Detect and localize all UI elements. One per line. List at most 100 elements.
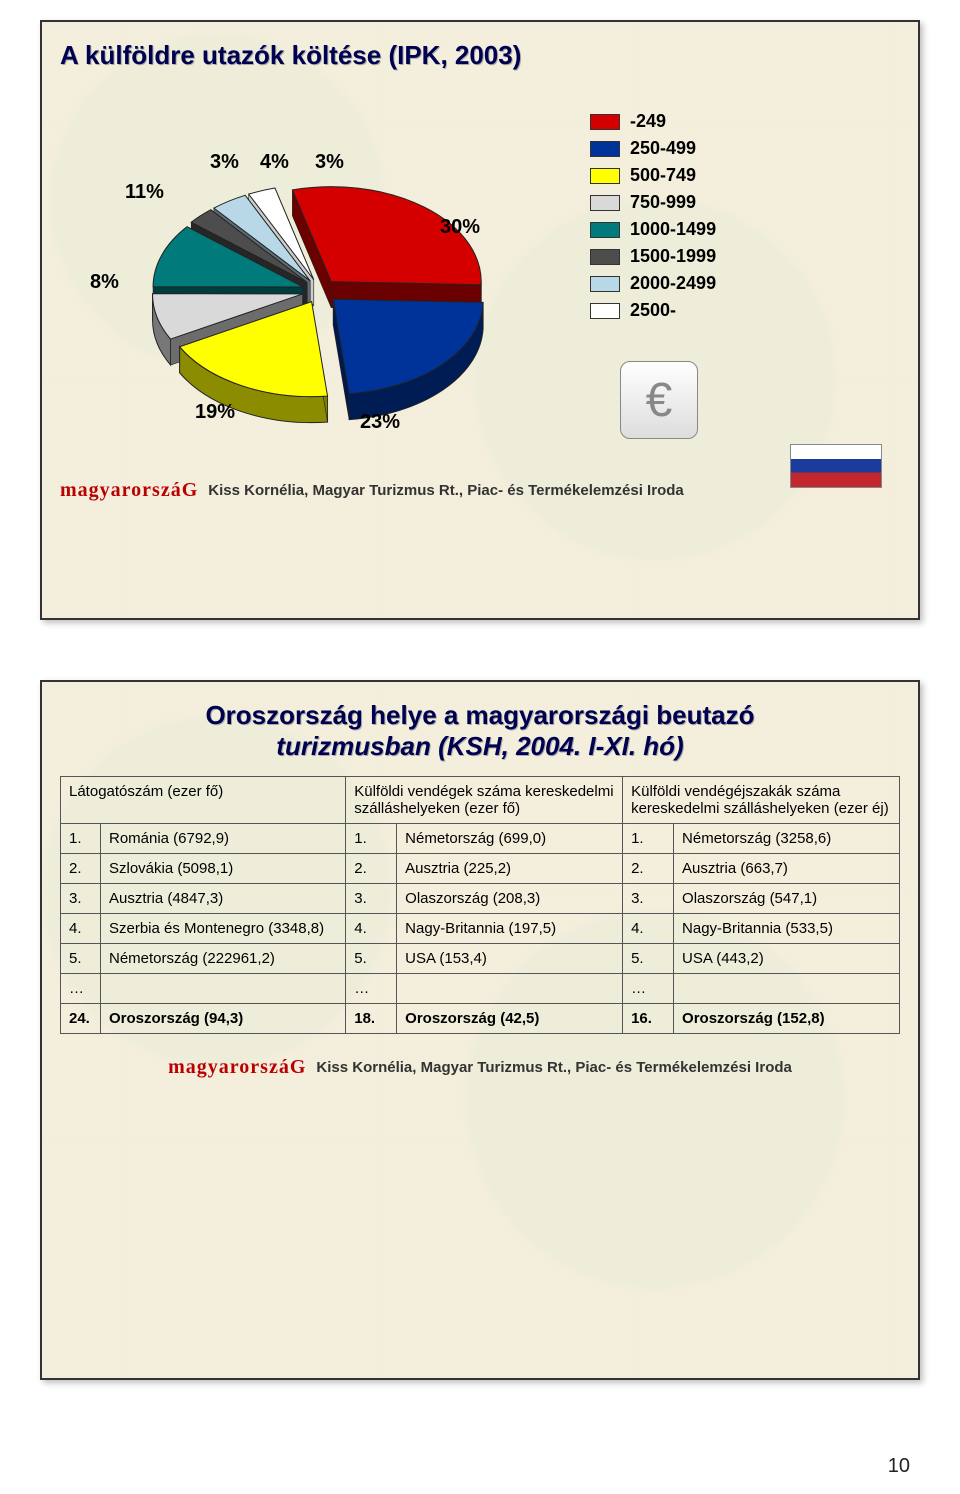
table-row: 2.Szlovákia (5098,1)2.Ausztria (225,2)2.… <box>61 854 900 884</box>
footer-text: Kiss Kornélia, Magyar Turizmus Rt., Piac… <box>208 482 683 499</box>
legend-label: 2500- <box>630 300 676 321</box>
value-cell: Ausztria (4847,3) <box>100 884 345 914</box>
pct-label: 30% <box>440 216 480 239</box>
logo-text: magyarorszáG <box>168 1056 306 1079</box>
value-cell: Szerbia és Montenegro (3348,8) <box>100 914 345 944</box>
rank-cell: 3. <box>623 884 674 914</box>
col-header-2: Külföldi vendégek száma kereskedelmi szá… <box>346 777 623 824</box>
value-cell: Olaszország (547,1) <box>674 884 900 914</box>
legend-label: 750-999 <box>630 192 696 213</box>
rank-cell: 2. <box>346 854 397 884</box>
rank-cell: 1. <box>61 824 101 854</box>
pct-label: 19% <box>195 401 235 424</box>
title-text: A külföldre utazók költése (IPK, 2003) <box>60 40 521 70</box>
value-cell: Ausztria (663,7) <box>674 854 900 884</box>
rank-cell: … <box>623 974 674 1004</box>
value-cell: USA (153,4) <box>397 944 623 974</box>
value-cell: Szlovákia (5098,1) <box>100 854 345 884</box>
legend-swatch <box>590 168 620 184</box>
legend-label: -249 <box>630 111 666 132</box>
rank-cell: 1. <box>623 824 674 854</box>
col-header-3: Külföldi vendégéjszakák száma kereskedel… <box>623 777 900 824</box>
rank-cell: 4. <box>61 914 101 944</box>
value-cell: Németország (699,0) <box>397 824 623 854</box>
value-cell <box>100 974 345 1004</box>
legend-item: 750-999 <box>590 192 750 213</box>
value-cell: Olaszország (208,3) <box>397 884 623 914</box>
table-row: ……… <box>61 974 900 1004</box>
rank-cell: … <box>61 974 101 1004</box>
value-cell: Nagy-Britannia (533,5) <box>674 914 900 944</box>
legend-item: 2500- <box>590 300 750 321</box>
value-cell: USA (443,2) <box>674 944 900 974</box>
rank-cell: 24. <box>61 1004 101 1034</box>
legend-swatch <box>590 222 620 238</box>
flag-icon <box>790 444 882 488</box>
legend-label: 250-499 <box>630 138 696 159</box>
logo-text: magyarorszáG <box>60 479 198 502</box>
slide-footer: magyarorszáG Kiss Kornélia, Magyar Turiz… <box>60 1048 900 1079</box>
legend-item: 1000-1499 <box>590 219 750 240</box>
legend-swatch <box>590 249 620 265</box>
slide2-title: Oroszország helye a magyarországi beutaz… <box>60 700 900 762</box>
rank-cell: 3. <box>61 884 101 914</box>
rank-cell: 4. <box>346 914 397 944</box>
legend-label: 1000-1499 <box>630 219 716 240</box>
legend-label: 500-749 <box>630 165 696 186</box>
legend-swatch <box>590 141 620 157</box>
title-line2: turizmusban (KSH, 2004. I-XI. hó) <box>60 731 900 762</box>
rank-cell: 5. <box>346 944 397 974</box>
value-cell: Oroszország (152,8) <box>674 1004 900 1034</box>
legend-swatch <box>590 114 620 130</box>
legend-column: -249 250-499 500-749 750-999 1000-1499 1500-1… <box>590 101 750 461</box>
rank-cell: 18. <box>346 1004 397 1034</box>
legend-item: 250-499 <box>590 138 750 159</box>
pie-column: 30%23%19%8%11%3%4%3% <box>90 101 550 461</box>
legend-swatch <box>590 276 620 292</box>
value-cell: Németország (222961,2) <box>100 944 345 974</box>
rank-cell: 2. <box>61 854 101 884</box>
legend-swatch <box>590 303 620 319</box>
pct-label: 3% <box>210 151 239 174</box>
rank-cell: 1. <box>346 824 397 854</box>
table-row: 24.Oroszország (94,3)18.Oroszország (42,… <box>61 1004 900 1034</box>
value-cell: Oroszország (94,3) <box>100 1004 345 1034</box>
legend-item: 2000-2499 <box>590 273 750 294</box>
slide-footer: magyarorszáG Kiss Kornélia, Magyar Turiz… <box>60 471 900 502</box>
pie-slice <box>333 299 483 393</box>
col-header-1: Látogatószám (ezer fő) <box>61 777 346 824</box>
rank-cell: 16. <box>623 1004 674 1034</box>
page-number: 10 <box>888 1455 910 1478</box>
legend-label: 1500-1999 <box>630 246 716 267</box>
rank-cell: 2. <box>623 854 674 884</box>
value-cell: Oroszország (42,5) <box>397 1004 623 1034</box>
value-cell: Románia (6792,9) <box>100 824 345 854</box>
table-row: 1.Románia (6792,9)1.Németország (699,0)1… <box>61 824 900 854</box>
value-cell: Németország (3258,6) <box>674 824 900 854</box>
legend-item: 500-749 <box>590 165 750 186</box>
pct-label: 11% <box>125 181 164 204</box>
legend-label: 2000-2499 <box>630 273 716 294</box>
pct-label: 3% <box>315 151 344 174</box>
slide-pie-chart: A külföldre utazók költése (IPK, 2003) 3… <box>40 20 920 620</box>
rank-cell: 5. <box>61 944 101 974</box>
slide-table: Oroszország helye a magyarországi beutaz… <box>40 680 920 1380</box>
table-row: 3.Ausztria (4847,3)3.Olaszország (208,3)… <box>61 884 900 914</box>
rank-cell: 3. <box>346 884 397 914</box>
table-row: 5.Németország (222961,2)5.USA (153,4)5.U… <box>61 944 900 974</box>
rank-cell: 5. <box>623 944 674 974</box>
chart-area: 30%23%19%8%11%3%4%3% -249250-499500-7497… <box>60 91 900 471</box>
legend-item: -249 <box>590 111 750 132</box>
value-cell: Nagy-Britannia (197,5) <box>397 914 623 944</box>
pct-label: 23% <box>360 411 400 434</box>
value-cell <box>674 974 900 1004</box>
slide1-title: A külföldre utazók költése (IPK, 2003) <box>60 40 900 71</box>
title-line1: Oroszország helye a magyarországi beutaz… <box>60 700 900 731</box>
value-cell: Ausztria (225,2) <box>397 854 623 884</box>
legend-item: 1500-1999 <box>590 246 750 267</box>
table-row: 4.Szerbia és Montenegro (3348,8)4.Nagy-B… <box>61 914 900 944</box>
value-cell <box>397 974 623 1004</box>
pct-label: 4% <box>260 151 289 174</box>
footer-text: Kiss Kornélia, Magyar Turizmus Rt., Piac… <box>316 1059 791 1076</box>
ranking-table: Látogatószám (ezer fő) Külföldi vendégek… <box>60 776 900 1034</box>
